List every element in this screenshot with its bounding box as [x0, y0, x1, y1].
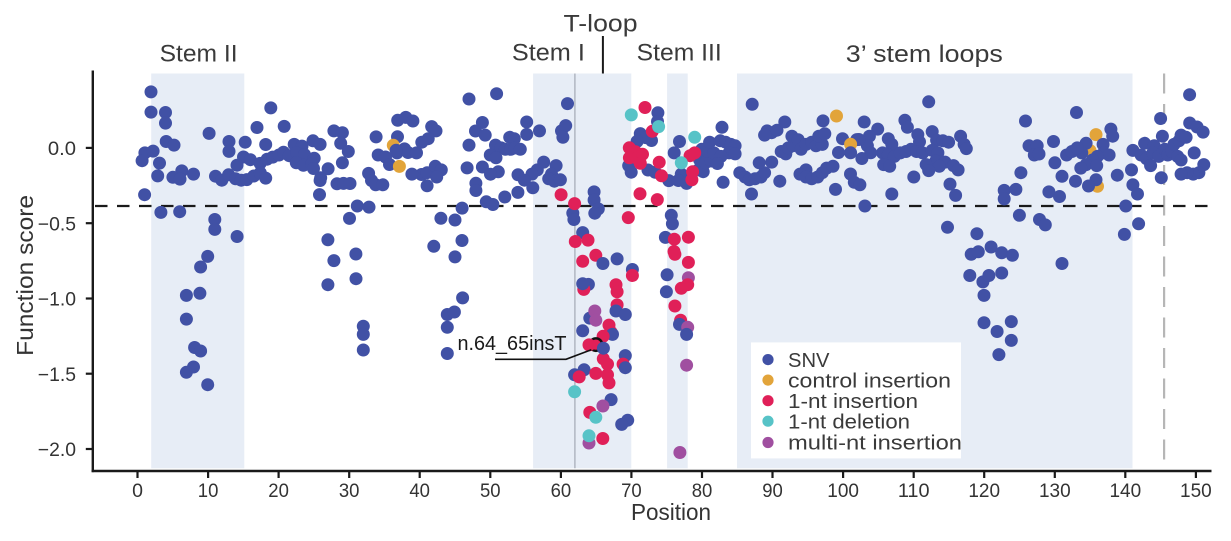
svg-text:70: 70 — [621, 480, 642, 502]
svg-text:SNV: SNV — [788, 350, 830, 372]
svg-text:Stem II: Stem II — [160, 40, 238, 67]
svg-text:3’ stem loops: 3’ stem loops — [846, 41, 1003, 68]
svg-text:0: 0 — [132, 480, 143, 502]
svg-text:1-nt deletion: 1-nt deletion — [788, 411, 910, 433]
svg-text:100: 100 — [827, 480, 859, 502]
svg-text:control insertion: control insertion — [788, 370, 951, 392]
svg-text:1-nt insertion: 1-nt insertion — [788, 391, 918, 413]
svg-text:50: 50 — [480, 480, 501, 502]
svg-text:120: 120 — [968, 480, 1000, 502]
svg-text:Stem III: Stem III — [637, 39, 722, 66]
svg-text:20: 20 — [268, 480, 289, 502]
svg-text:30: 30 — [339, 480, 360, 502]
svg-text:−0.5: −0.5 — [38, 213, 76, 235]
svg-text:150: 150 — [1180, 480, 1212, 502]
svg-text:10: 10 — [198, 480, 219, 502]
svg-text:90: 90 — [762, 480, 783, 502]
svg-text:Position: Position — [631, 499, 711, 525]
svg-text:110: 110 — [898, 480, 930, 502]
svg-text:140: 140 — [1109, 480, 1141, 502]
svg-text:0.0: 0.0 — [48, 138, 76, 160]
svg-text:40: 40 — [409, 480, 430, 502]
svg-text:80: 80 — [692, 480, 713, 502]
svg-text:Function score: Function score — [12, 195, 38, 356]
svg-text:multi-nt insertion: multi-nt insertion — [788, 433, 962, 455]
svg-text:−1.0: −1.0 — [38, 289, 76, 311]
svg-text:T-loop: T-loop — [564, 11, 638, 38]
svg-text:n.64_65insT: n.64_65insT — [458, 333, 567, 355]
svg-text:Stem I: Stem I — [512, 39, 585, 66]
svg-text:130: 130 — [1039, 480, 1071, 502]
svg-text:−1.5: −1.5 — [38, 364, 76, 386]
svg-text:60: 60 — [551, 480, 572, 502]
svg-text:−2.0: −2.0 — [38, 439, 76, 461]
